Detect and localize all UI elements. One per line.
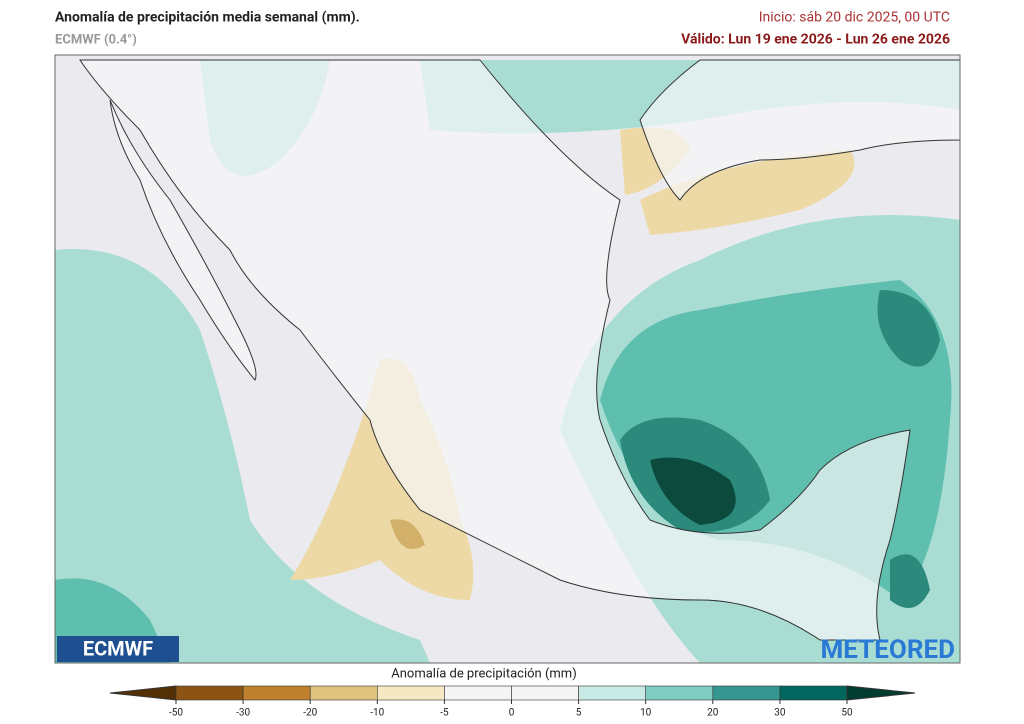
colorbar-segment xyxy=(511,685,579,701)
colorbar-segment xyxy=(779,685,848,701)
colorbar-tick-label: 0 xyxy=(509,708,515,719)
ecmwf-logo-text: ECMWF xyxy=(83,636,153,660)
colorbar-tick-label: 5 xyxy=(576,708,582,719)
map-frame xyxy=(54,54,961,664)
colorbar-tick-label: 50 xyxy=(841,708,853,719)
land xyxy=(79,59,960,641)
colorbar-segment xyxy=(175,685,244,701)
colorbar-segment xyxy=(712,685,781,701)
colorbar-tick-label: 10 xyxy=(640,708,652,719)
colorbar-segment xyxy=(376,685,445,701)
colorbar-tick-label: -10 xyxy=(370,708,384,719)
title: Anomalía de precipitación media semanal … xyxy=(55,10,360,26)
colorbar-tick-label: 30 xyxy=(774,708,786,719)
colorbar-extension-low xyxy=(109,685,177,701)
meteored-logo: METEORED xyxy=(821,635,955,665)
colorbar-segment xyxy=(309,685,378,701)
colorbar-tick-label: -50 xyxy=(169,708,183,719)
colorbar: -50 -30 -20 -10 -5 0 5 10 20 30 50 xyxy=(109,685,916,719)
colorbar-extension-high xyxy=(846,685,916,701)
init-time: Inicio: sáb 20 dic 2025, 00 UTC xyxy=(759,10,950,26)
model: ECMWF (0.4°) xyxy=(55,32,137,47)
colorbar-tick-label: 20 xyxy=(707,708,719,719)
colorbar-segment xyxy=(578,685,646,701)
ecmwf-logo xyxy=(57,636,179,662)
colorbar-tick-label: -30 xyxy=(236,708,250,719)
valid-time: Válido: Lun 19 ene 2026 - Lun 26 ene 202… xyxy=(681,32,950,48)
colorbar-tick-label: -20 xyxy=(303,708,317,719)
colorbar-label: Anomalía de precipitación (mm) xyxy=(391,666,576,681)
colorbar-segment xyxy=(444,685,512,701)
colorbar-segment xyxy=(645,685,714,701)
colorbar-segment xyxy=(242,685,311,701)
colorbar-tick-label: -5 xyxy=(440,708,449,719)
map: ECMWF METEORED xyxy=(54,54,961,665)
